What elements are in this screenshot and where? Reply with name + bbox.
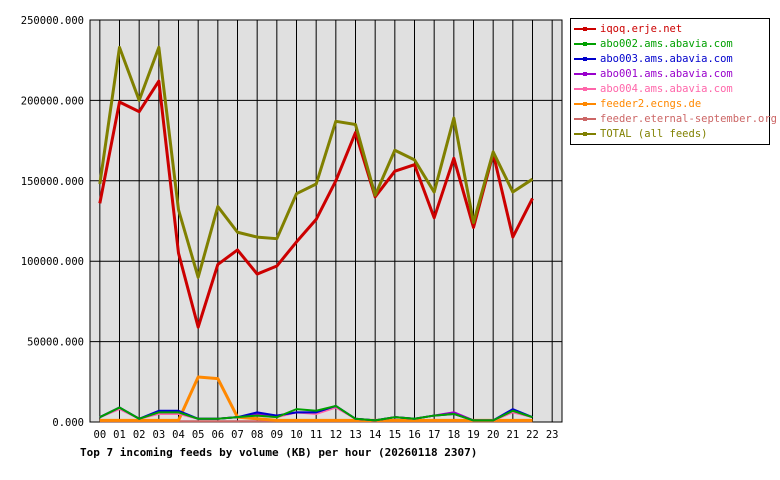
chart-caption: Top 7 incoming feeds by volume (KB) per … bbox=[80, 446, 478, 459]
legend-item: feeder2.ecngs.de bbox=[574, 96, 766, 111]
x-tick-label: 20 bbox=[487, 429, 500, 441]
legend-label: iqoq.erje.net bbox=[600, 22, 683, 35]
x-tick-label: 18 bbox=[448, 429, 461, 441]
legend-label: feeder.eternal-september.org bbox=[600, 112, 778, 125]
y-tick-label: 100000.000 bbox=[21, 256, 84, 268]
legend-swatch-icon bbox=[574, 99, 596, 109]
x-tick-label: 11 bbox=[310, 429, 323, 441]
legend-label: TOTAL (all feeds) bbox=[600, 127, 708, 140]
series-line bbox=[99, 404, 533, 422]
x-tick-label: 13 bbox=[349, 429, 362, 441]
x-tick-label: 21 bbox=[507, 429, 520, 441]
x-tick-label: 04 bbox=[172, 429, 185, 441]
series-line bbox=[99, 375, 533, 422]
x-tick-label: 22 bbox=[526, 429, 539, 441]
legend-item: abo003.ams.abavia.com bbox=[574, 51, 766, 66]
y-tick-label: 0.000 bbox=[52, 417, 84, 429]
x-tick-label: 23 bbox=[546, 429, 559, 441]
legend-swatch-icon bbox=[574, 84, 596, 94]
x-tick-label: 10 bbox=[290, 429, 303, 441]
x-tick-label: 07 bbox=[231, 429, 244, 441]
legend-label: abo003.ams.abavia.com bbox=[600, 52, 733, 65]
legend-item: abo002.ams.abavia.com bbox=[574, 36, 766, 51]
x-tick-label: 15 bbox=[389, 429, 402, 441]
x-tick-label: 12 bbox=[330, 429, 343, 441]
y-tick-label: 150000.000 bbox=[21, 176, 84, 188]
x-tick-label: 19 bbox=[467, 429, 480, 441]
x-tick-label: 09 bbox=[271, 429, 284, 441]
y-tick-label: 250000.000 bbox=[21, 15, 84, 27]
legend-item: abo001.ams.abavia.com bbox=[574, 66, 766, 81]
legend-label: feeder2.ecngs.de bbox=[600, 97, 702, 110]
legend-swatch-icon bbox=[574, 129, 596, 139]
legend-swatch-icon bbox=[574, 54, 596, 64]
series-line bbox=[98, 45, 534, 279]
x-tick-label: 14 bbox=[369, 429, 382, 441]
x-tick-label: 03 bbox=[153, 429, 166, 441]
x-tick-label: 16 bbox=[408, 429, 421, 441]
x-tick-label: 05 bbox=[192, 429, 205, 441]
legend-swatch-icon bbox=[574, 39, 596, 49]
legend-swatch-icon bbox=[574, 69, 596, 79]
legend-swatch-icon bbox=[574, 114, 596, 124]
legend-item: feeder.eternal-september.org bbox=[574, 111, 777, 126]
legend-label: abo002.ams.abavia.com bbox=[600, 37, 733, 50]
x-tick-label: 17 bbox=[428, 429, 441, 441]
x-tick-label: 02 bbox=[133, 429, 146, 441]
legend-item: TOTAL (all feeds) bbox=[574, 126, 766, 141]
legend-item: iqoq.erje.net bbox=[574, 21, 766, 36]
legend-swatch-icon bbox=[574, 24, 596, 34]
legend-label: abo004.ams.abavia.com bbox=[600, 82, 733, 95]
x-tick-label: 00 bbox=[94, 429, 107, 441]
x-tick-label: 08 bbox=[251, 429, 264, 441]
x-tick-label: 06 bbox=[212, 429, 225, 441]
y-tick-label: 200000.000 bbox=[21, 95, 84, 107]
y-tick-label: 50000.000 bbox=[27, 337, 84, 349]
chart-legend: iqoq.erje.net abo002.ams.abavia.com abo003… bbox=[570, 18, 777, 145]
legend-label: abo001.ams.abavia.com bbox=[600, 67, 733, 80]
series-line bbox=[98, 79, 534, 329]
legend-item: abo004.ams.abavia.com bbox=[574, 81, 766, 96]
x-tick-label: 01 bbox=[113, 429, 126, 441]
